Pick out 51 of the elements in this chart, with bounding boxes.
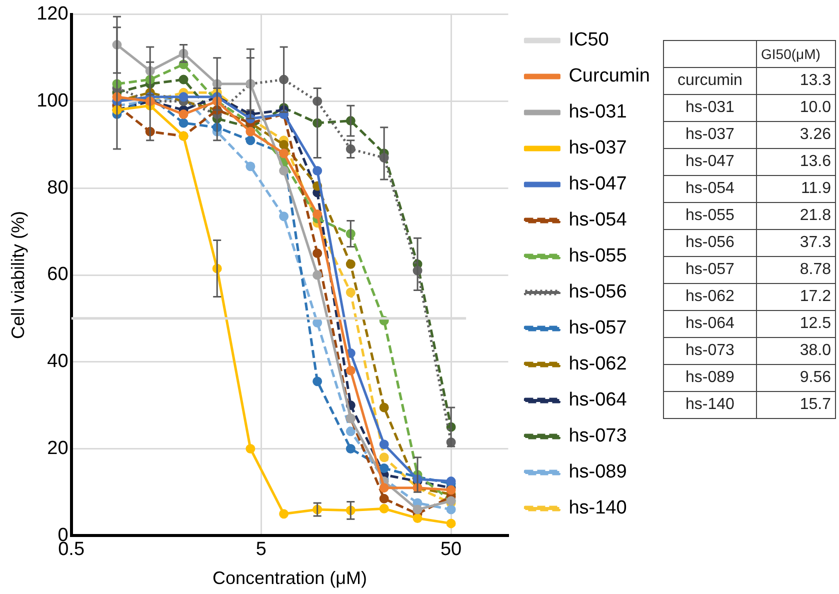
y-tick-label: 20	[47, 438, 68, 459]
x-axis-title: Concentration (μM)	[212, 568, 367, 588]
text: 17.2	[756, 284, 836, 310]
text: 8.78	[756, 256, 836, 284]
text: hs-037	[664, 122, 756, 148]
text: GI50(μM)	[756, 40, 836, 68]
text: hs-062	[664, 284, 756, 310]
text: hs-073	[664, 338, 756, 364]
text: hs-055	[664, 202, 756, 230]
text: hs-057	[664, 256, 756, 284]
y-tick-label: 120	[36, 4, 68, 25]
text: hs-054	[664, 176, 756, 202]
text: hs-031	[664, 94, 756, 122]
legend-label: hs-073	[568, 426, 627, 447]
x-tick-label: 5	[256, 539, 266, 560]
legend-label: hs-047	[568, 174, 627, 195]
legend-label: hs-037	[568, 138, 627, 159]
text: hs-140	[664, 392, 756, 418]
text: 13.6	[756, 148, 836, 176]
text: 10.0	[756, 94, 836, 122]
text: 3.26	[756, 122, 836, 148]
x-tick-label: 50	[440, 539, 462, 560]
text: 38.0	[756, 338, 836, 364]
text: hs-064	[664, 310, 756, 338]
text: curcumin	[664, 68, 756, 94]
y-tick-label: 100	[36, 90, 68, 112]
y-tick-label: 40	[47, 351, 68, 372]
legend-label: hs-057	[568, 318, 627, 339]
legend-label: hs-054	[568, 210, 628, 231]
legend-label: hs-055	[568, 246, 627, 267]
text: 15.7	[756, 392, 836, 418]
legend-label: hs-031	[568, 102, 627, 123]
text: hs-089	[664, 364, 756, 392]
legend-label: Curcumin	[568, 66, 650, 87]
text: 13.3	[756, 68, 836, 94]
y-tick-label: 80	[47, 177, 68, 198]
text: 21.8	[756, 202, 836, 230]
legend-label: hs-062	[568, 354, 627, 375]
legend-label: hs-089	[568, 462, 627, 483]
legend-label: hs-056	[568, 282, 627, 303]
text: 9.56	[756, 364, 836, 392]
legend-label: hs-140	[568, 498, 627, 519]
text: 12.5	[756, 310, 836, 338]
y-tick-label: 60	[47, 264, 68, 286]
text: hs-056	[664, 230, 756, 256]
legend-label: IC50	[568, 30, 609, 51]
y-axis-title: Cell viability (%)	[8, 210, 28, 340]
text: 37.3	[756, 230, 836, 256]
legend-label: hs-064	[568, 390, 628, 411]
text: hs-047	[664, 148, 756, 176]
text: 11.9	[756, 176, 836, 202]
